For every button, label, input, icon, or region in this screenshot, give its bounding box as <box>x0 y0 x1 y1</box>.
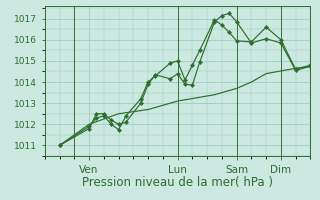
X-axis label: Pression niveau de la mer( hPa ): Pression niveau de la mer( hPa ) <box>82 176 273 189</box>
